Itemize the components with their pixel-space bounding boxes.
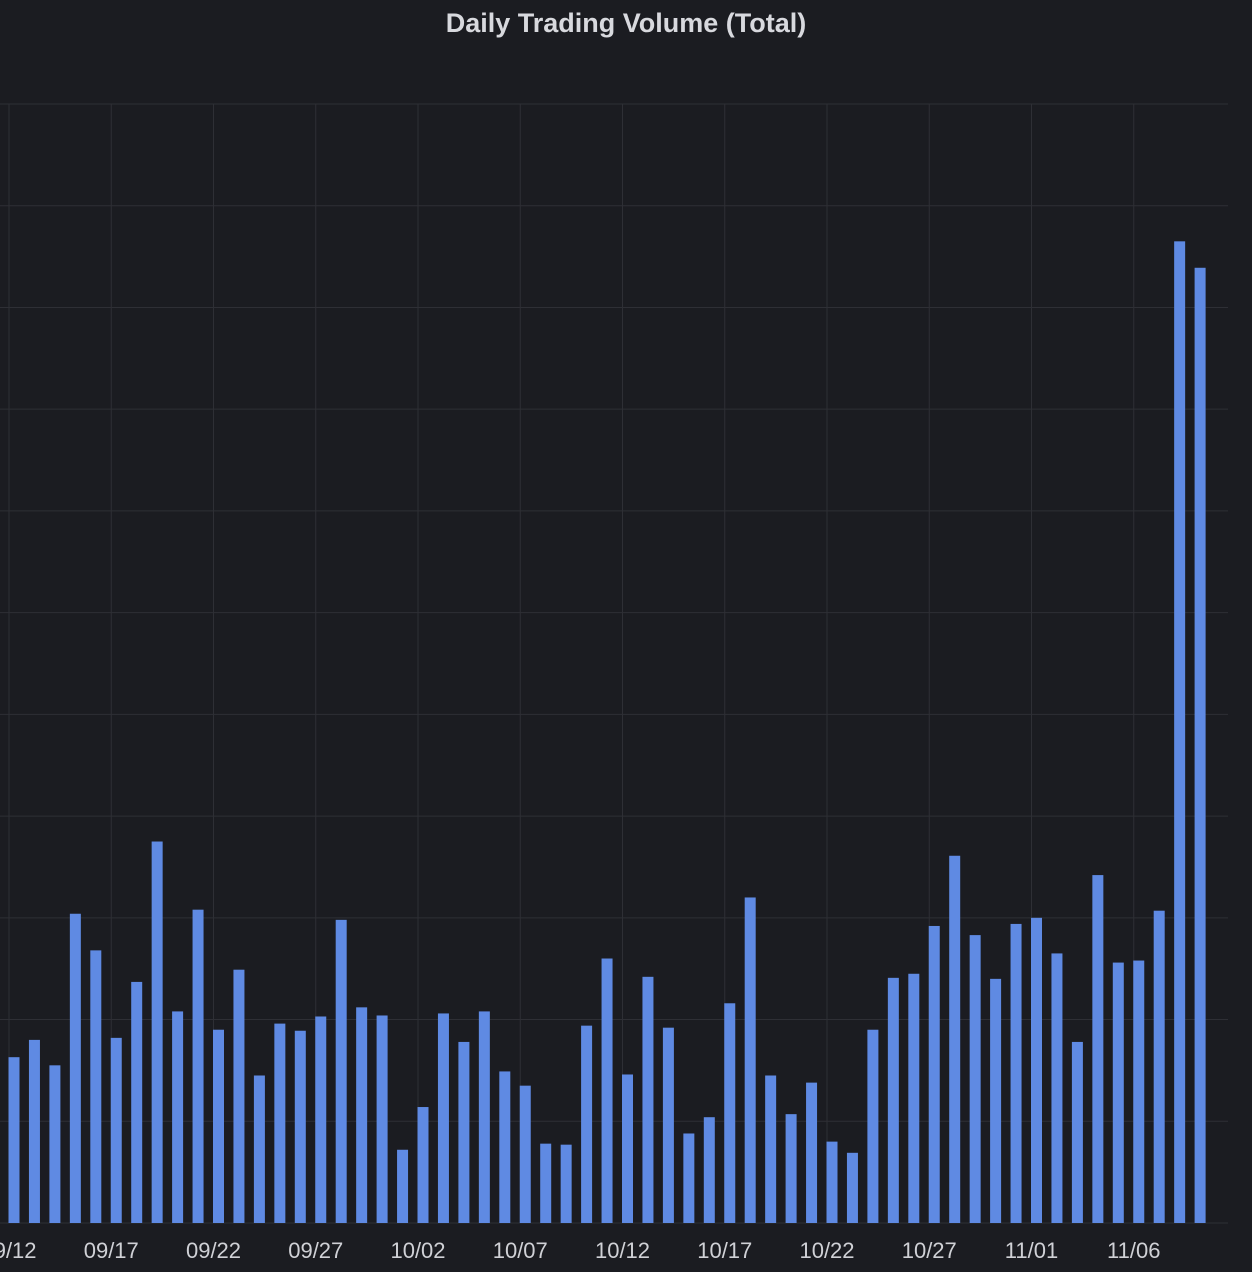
x-tick-label: 09/12 — [0, 1238, 37, 1263]
x-tick-label: 10/27 — [902, 1238, 957, 1263]
bar[interactable] — [642, 976, 654, 1223]
bar[interactable] — [1092, 875, 1104, 1223]
bar[interactable] — [560, 1144, 572, 1223]
bar[interactable] — [724, 1003, 736, 1223]
bar[interactable] — [28, 1039, 40, 1223]
bar[interactable] — [1010, 923, 1022, 1223]
bar[interactable] — [315, 1016, 327, 1223]
bar[interactable] — [1051, 953, 1063, 1223]
bar[interactable] — [990, 978, 1002, 1223]
bar[interactable] — [274, 1023, 286, 1223]
bar[interactable] — [294, 1030, 306, 1223]
bar[interactable] — [376, 1015, 388, 1223]
x-tick-label: 10/02 — [390, 1238, 445, 1263]
bar[interactable] — [744, 897, 756, 1223]
bar[interactable] — [581, 1025, 593, 1223]
bar[interactable] — [1153, 910, 1165, 1223]
chart-title: Daily Trading Volume (Total) — [445, 8, 807, 38]
bar[interactable] — [1112, 962, 1124, 1223]
bar[interactable] — [826, 1141, 838, 1223]
bar[interactable] — [253, 1075, 265, 1224]
bar[interactable] — [458, 1041, 470, 1223]
bar[interactable] — [540, 1143, 552, 1223]
bar[interactable] — [601, 958, 613, 1223]
bar[interactable] — [131, 981, 143, 1223]
bar[interactable] — [213, 1029, 224, 1223]
bar[interactable] — [151, 841, 163, 1223]
bar[interactable] — [622, 1074, 633, 1223]
bar[interactable] — [90, 950, 102, 1223]
bar[interactable] — [1194, 267, 1206, 1223]
bar[interactable] — [519, 1085, 531, 1223]
bar[interactable] — [1071, 1041, 1083, 1223]
x-tick-label: 09/17 — [84, 1238, 139, 1263]
bar[interactable] — [1133, 960, 1145, 1223]
bar[interactable] — [969, 935, 981, 1223]
bar[interactable] — [417, 1107, 429, 1223]
bar[interactable] — [949, 855, 961, 1223]
x-tick-label: 11/06 — [1107, 1238, 1160, 1263]
bar[interactable] — [437, 1013, 449, 1223]
bar[interactable] — [335, 919, 347, 1223]
bar[interactable] — [172, 1011, 184, 1223]
bar[interactable] — [499, 1071, 511, 1223]
x-tick-label: 10/22 — [799, 1238, 854, 1263]
bar[interactable] — [233, 969, 245, 1223]
bar[interactable] — [478, 1011, 490, 1223]
bar[interactable] — [69, 913, 81, 1223]
bar[interactable] — [785, 1114, 797, 1223]
bar[interactable] — [887, 977, 899, 1223]
bar[interactable] — [765, 1075, 777, 1224]
x-tick-label: 10/17 — [697, 1238, 752, 1263]
bar[interactable] — [662, 1027, 674, 1223]
bar[interactable] — [683, 1133, 695, 1223]
bar[interactable] — [49, 1065, 61, 1223]
bar[interactable] — [356, 1007, 368, 1223]
x-tick-label: 10/07 — [493, 1238, 548, 1263]
bar[interactable] — [908, 973, 920, 1223]
x-tick-label: 10/12 — [595, 1238, 650, 1263]
x-tick-label: 09/27 — [288, 1238, 343, 1263]
x-tick-label: 11/01 — [1005, 1238, 1058, 1263]
bar[interactable] — [110, 1037, 122, 1223]
bar[interactable] — [703, 1117, 715, 1223]
x-tick-label: 09/22 — [186, 1238, 241, 1263]
bar[interactable] — [8, 1057, 20, 1223]
bar[interactable] — [1031, 917, 1042, 1223]
bar[interactable] — [867, 1029, 879, 1223]
bar[interactable] — [192, 909, 204, 1223]
bar[interactable] — [806, 1082, 818, 1223]
bar[interactable] — [397, 1149, 409, 1223]
bar[interactable] — [846, 1152, 858, 1223]
bar[interactable] — [1174, 241, 1186, 1223]
bar[interactable] — [928, 925, 940, 1223]
